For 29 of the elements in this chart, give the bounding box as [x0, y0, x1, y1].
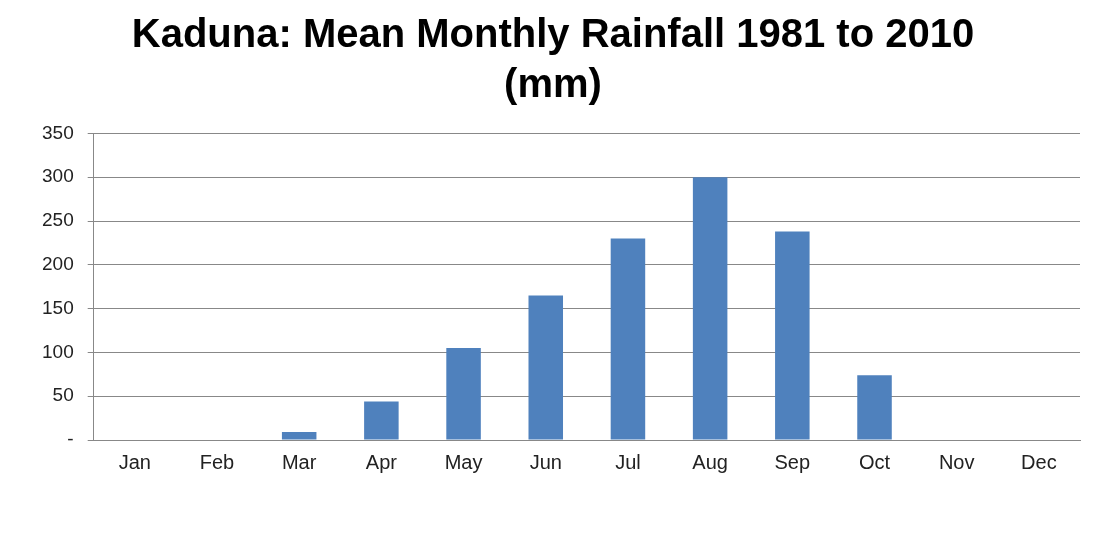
- chart-title: Kaduna: Mean Monthly Rainfall 1981 to 2010 (mm): [130, 10, 976, 107]
- bar: [364, 401, 399, 440]
- bar: [281, 432, 317, 440]
- bar: [775, 231, 810, 440]
- bar: [692, 177, 728, 440]
- y-tick-label: 100: [42, 340, 74, 362]
- bar: [610, 238, 646, 440]
- y-tick-label: 50: [52, 384, 74, 406]
- y-tick-label: -: [67, 428, 74, 450]
- x-tick-label: Oct: [858, 450, 891, 473]
- x-tick-label: Mar: [281, 450, 317, 473]
- bar: [446, 348, 481, 440]
- bar: [857, 375, 892, 440]
- x-tick-label: Apr: [365, 450, 398, 473]
- x-tick-label: Nov: [938, 450, 975, 473]
- x-tick-label: Feb: [199, 450, 235, 473]
- y-tick-label: 350: [42, 121, 74, 143]
- y-tick-label: 300: [42, 165, 74, 187]
- x-tick-label: Aug: [692, 450, 728, 473]
- y-tick-label: 250: [42, 209, 74, 231]
- x-tick-label: May: [444, 450, 483, 473]
- x-tick-label: Sep: [774, 450, 811, 473]
- x-tick-label: Dec: [1021, 450, 1057, 473]
- bar: [528, 295, 564, 440]
- y-tick-label: 150: [42, 296, 74, 318]
- y-tick-label: 200: [42, 253, 74, 275]
- x-tick-label: Jun: [529, 450, 562, 473]
- x-tick-label: Jul: [615, 450, 641, 473]
- x-tick-label: Jan: [118, 450, 151, 473]
